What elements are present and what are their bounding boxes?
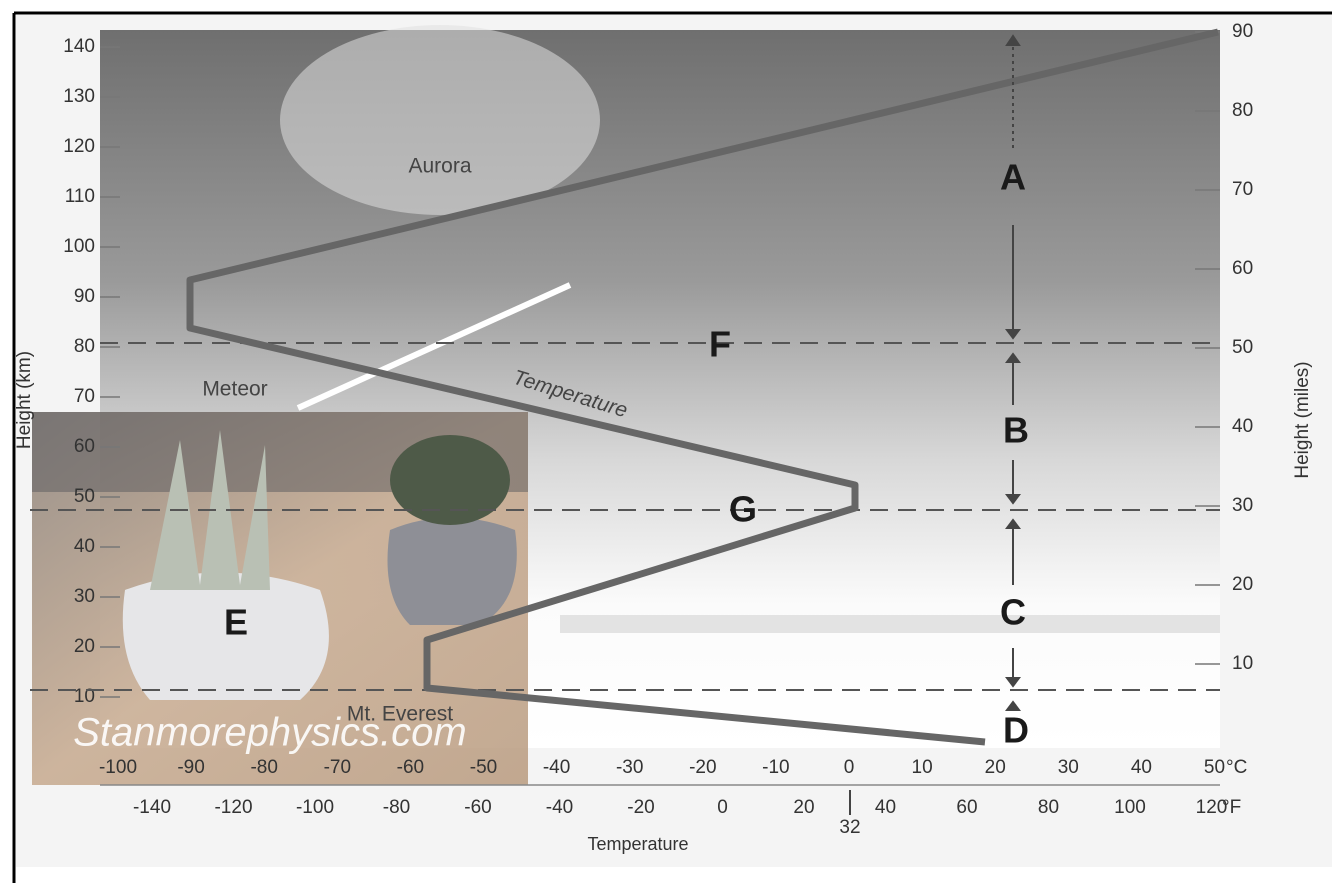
fahrenheit-tick-label: 60 [956,797,977,818]
celsius-tick-label: 50 [1204,757,1225,778]
celsius-tick-label: -70 [324,757,351,778]
fahrenheit-tick-label: 100 [1114,797,1146,818]
fahrenheit-tick-label: -20 [627,797,654,818]
mile-tick-label: 60 [1232,258,1253,279]
celsius-tick-label: -20 [689,757,716,778]
km-tick-label: 80 [74,336,95,357]
layer-letter: A [1000,157,1026,198]
layer-letter: B [1003,410,1029,451]
left-axis-title: Height (km) [14,351,35,449]
km-tick-label: 60 [74,436,95,457]
label-meteor: Meteor [202,378,267,401]
celsius-tick-label: 0 [844,757,855,778]
km-tick-label: 130 [63,86,95,107]
ticks: 1401301201101009080706050403020109080706… [63,21,1253,818]
pot-left [122,572,329,700]
celsius-tick-label: -80 [250,757,277,778]
celsius-tick-label: -50 [470,757,497,778]
fahrenheit-tick-label: -40 [546,797,573,818]
mile-tick-label: 20 [1232,574,1253,595]
layer-arrows [1005,34,1021,711]
mile-tick-label: 40 [1232,416,1253,437]
fahrenheit-tick-label: 120 [1196,797,1228,818]
watermark: Stanmorephysics.com [73,711,466,755]
label-everest: Mt. Everest [347,703,453,726]
km-tick-label: 120 [63,136,95,157]
temperature-curve [186,28,1219,746]
right-axis-title: Height (miles) [1292,361,1313,478]
freezing-label: 32 [839,817,860,838]
fahrenheit-tick-label: -120 [214,797,252,818]
km-tick-label: 140 [63,36,95,57]
mile-tick-label: 50 [1232,337,1253,358]
label-aurora: Aurora [408,155,471,178]
mile-tick-label: 90 [1232,21,1253,42]
cloud-band [560,615,1220,633]
km-tick-label: 30 [74,586,95,607]
km-tick-label: 20 [74,636,95,657]
fahrenheit-tick-label: -100 [296,797,334,818]
km-tick-label: 90 [74,286,95,307]
fahrenheit-tick-label: -60 [464,797,491,818]
celsius-tick-label: -40 [543,757,570,778]
km-tick-label: 50 [74,486,95,507]
aurora-glow [280,25,600,215]
layer-letter: C [1000,592,1026,633]
mile-tick-label: 80 [1232,100,1253,121]
km-tick-label: 70 [74,386,95,407]
fahrenheit-tick-label: 40 [875,797,896,818]
arrow-heads [1005,34,1021,711]
fahrenheit-tick-label: 20 [793,797,814,818]
fahrenheit-unit: °F [1222,797,1241,818]
celsius-tick-label: 10 [912,757,933,778]
mile-tick-label: 10 [1232,653,1253,674]
mile-tick-label: 30 [1232,495,1253,516]
meteor-trail [296,282,572,411]
bottom-axis-title: Temperature [587,834,688,854]
celsius-tick-label: 30 [1058,757,1079,778]
layer-letter: D [1003,710,1029,751]
celsius-unit: °C [1226,757,1247,778]
layer-letter: E [224,602,248,643]
mile-tick-label: 70 [1232,179,1253,200]
km-tick-label: 40 [74,536,95,557]
plant-right [390,435,510,525]
km-tick-label: 110 [65,186,95,207]
km-tick-label: 100 [63,236,95,257]
celsius-tick-label: 20 [985,757,1006,778]
pot-right [387,517,517,625]
celsius-tick-label: -10 [762,757,789,778]
fahrenheit-tick-label: 80 [1038,797,1059,818]
layer-letter: F [709,324,731,365]
km-tick-label: 10 [74,686,95,707]
fahrenheit-tick-label: 0 [717,797,728,818]
celsius-tick-label: -100 [99,757,137,778]
layer-letter: G [729,489,757,530]
celsius-tick-label: -90 [177,757,204,778]
photo-inset [32,412,528,785]
celsius-tick-label: -60 [397,757,424,778]
celsius-tick-label: -30 [616,757,643,778]
fahrenheit-tick-label: -80 [383,797,410,818]
fahrenheit-tick-label: -140 [133,797,171,818]
celsius-tick-label: 40 [1131,757,1152,778]
